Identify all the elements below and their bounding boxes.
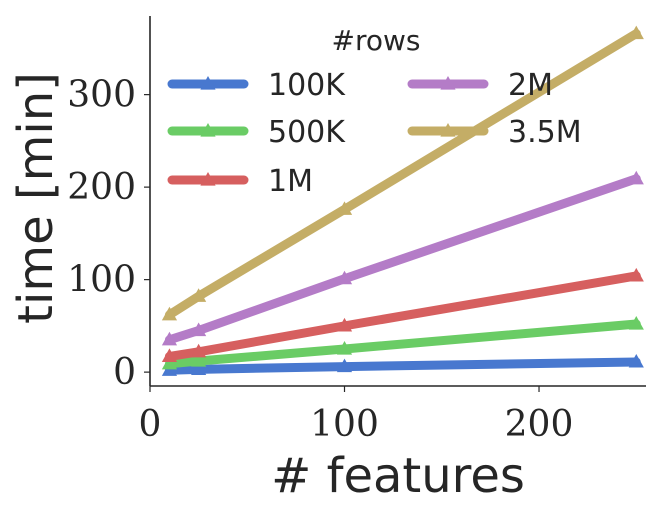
data-point-marker [191, 288, 207, 302]
series-layer [161, 25, 644, 376]
series-line [164, 357, 641, 375]
series-line [164, 29, 641, 320]
y-axis-title: time [min] [8, 72, 64, 324]
data-point-marker [191, 361, 207, 375]
data-point-marker [628, 170, 644, 185]
legend-label: 1M [268, 164, 313, 199]
legend-label: 3.5M [508, 115, 582, 150]
data-point-marker [161, 355, 178, 370]
data-point-marker [628, 25, 644, 40]
legend-swatch-marker [440, 123, 456, 137]
y-tick-label: 200 [67, 167, 136, 208]
legend-item: 500K [167, 115, 346, 150]
legend-item: 100K [167, 68, 346, 103]
series-line [164, 174, 641, 345]
data-point-marker [628, 267, 644, 282]
data-point-marker [336, 358, 353, 373]
data-point-marker [628, 316, 644, 330]
x-tick-label: 0 [139, 404, 162, 445]
data-point-marker [336, 341, 353, 355]
x-tick-label: 200 [505, 404, 574, 445]
y-ticks: 0 100 200 300 [67, 75, 150, 393]
data-point-marker [191, 322, 207, 337]
x-tick-label: 100 [310, 404, 379, 445]
legend-item: 2M [407, 68, 553, 103]
legend-title: #rows [332, 24, 421, 57]
legend-label: 100K [268, 68, 346, 103]
legend-label: 500K [268, 115, 346, 150]
legend-item: 1M [167, 164, 313, 199]
legend-item: 3.5M [407, 115, 582, 150]
series-3.5M [161, 25, 644, 321]
y-tick-label: 100 [67, 260, 136, 301]
series-1M [161, 267, 644, 362]
data-point-marker [628, 353, 644, 368]
legend-swatch-marker [440, 76, 456, 90]
series-2M [161, 170, 644, 346]
x-ticks: 0 100 200 [139, 386, 574, 445]
y-tick-label: 0 [113, 352, 136, 393]
data-point-marker [161, 331, 178, 346]
y-tick-label: 300 [67, 75, 136, 116]
data-point-marker [336, 317, 353, 332]
x-axis-title: # features [271, 448, 525, 504]
data-point-marker [161, 348, 178, 362]
data-point-marker [336, 270, 353, 285]
data-point-marker [336, 201, 353, 215]
data-point-marker [191, 353, 207, 367]
legend-label: 2M [508, 68, 553, 103]
legend-swatch-marker [200, 123, 216, 137]
series-500K [161, 316, 644, 370]
legend: #rows 100K 500K 1M 2M 3.5M [167, 24, 582, 199]
series-line [164, 319, 641, 369]
data-point-marker [161, 306, 178, 321]
legend-swatch-marker [200, 172, 216, 186]
series-line [164, 271, 641, 361]
legend-swatch-marker [200, 76, 216, 90]
data-point-marker [191, 343, 207, 358]
